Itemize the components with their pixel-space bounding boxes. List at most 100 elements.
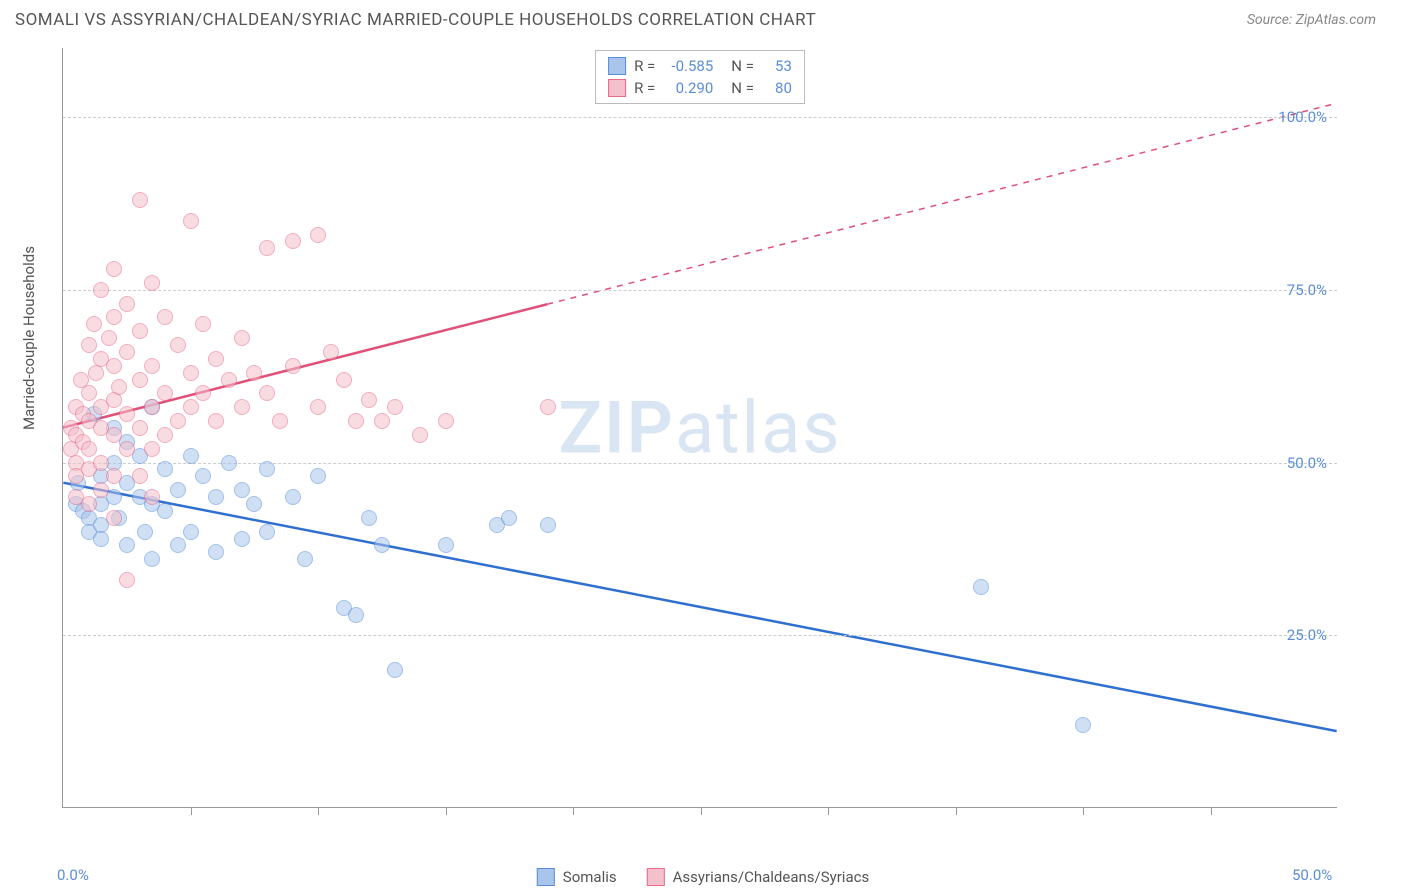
data-point [387, 399, 403, 415]
data-point [88, 365, 104, 381]
data-point [119, 537, 135, 553]
data-point [1075, 717, 1091, 733]
data-point [106, 309, 122, 325]
gridline-horizontal [63, 463, 1337, 464]
data-point [132, 323, 148, 339]
data-point [86, 316, 102, 332]
data-point [170, 337, 186, 353]
x-tick [191, 807, 192, 815]
chart-title: SOMALI VS ASSYRIAN/CHALDEAN/SYRIAC MARRI… [15, 10, 816, 30]
data-point [438, 413, 454, 429]
data-point [336, 372, 352, 388]
n-value: 80 [762, 79, 792, 97]
data-point [374, 537, 390, 553]
data-point [285, 489, 301, 505]
gridline-horizontal [63, 117, 1337, 118]
data-point [157, 503, 173, 519]
data-point [81, 441, 97, 457]
r-label: R = [634, 79, 655, 97]
legend-swatch [608, 57, 626, 75]
data-point [246, 365, 262, 381]
r-label: R = [634, 57, 655, 75]
data-point [137, 524, 153, 540]
legend-swatch [647, 868, 665, 886]
gridline-horizontal [63, 635, 1337, 636]
data-point [246, 496, 262, 512]
data-point [106, 510, 122, 526]
x-tick-label: 0.0% [57, 866, 89, 884]
y-tick-label: 25.0% [1287, 626, 1327, 644]
data-point [106, 358, 122, 374]
r-value: 0.290 [663, 79, 713, 97]
series-legend: Somalis Assyrians/Chaldeans/Syriacs [537, 868, 869, 886]
data-point [973, 579, 989, 595]
data-point [144, 489, 160, 505]
gridline-horizontal [63, 290, 1337, 291]
legend-item: Assyrians/Chaldeans/Syriacs [647, 868, 870, 886]
data-point [132, 372, 148, 388]
data-point [297, 551, 313, 567]
stats-legend: R =-0.585N =53R =0.290N =80 [595, 50, 805, 104]
data-point [183, 213, 199, 229]
stats-legend-row: R =-0.585N =53 [608, 55, 792, 77]
legend-item: Somalis [537, 868, 617, 886]
y-tick-label: 75.0% [1287, 281, 1327, 299]
data-point [412, 427, 428, 443]
data-point [323, 344, 339, 360]
data-point [387, 662, 403, 678]
data-point [170, 537, 186, 553]
trend-line-dashed [547, 103, 1336, 304]
data-point [221, 455, 237, 471]
data-point [361, 510, 377, 526]
data-point [157, 309, 173, 325]
watermark: ZIPatlas [558, 385, 841, 470]
data-point [234, 330, 250, 346]
n-label: N = [731, 57, 754, 75]
x-tick [573, 807, 574, 815]
data-point [208, 544, 224, 560]
trend-lines [63, 48, 1337, 807]
data-point [195, 385, 211, 401]
data-point [501, 510, 517, 526]
data-point [234, 399, 250, 415]
data-point [93, 531, 109, 547]
data-point [310, 468, 326, 484]
data-point [144, 275, 160, 291]
data-point [310, 399, 326, 415]
data-point [144, 358, 160, 374]
data-point [361, 392, 377, 408]
y-tick-label: 50.0% [1287, 454, 1327, 472]
data-point [111, 379, 127, 395]
data-point [170, 413, 186, 429]
data-point [374, 413, 390, 429]
legend-label: Somalis [563, 868, 617, 886]
data-point [234, 531, 250, 547]
trend-line-solid [63, 483, 1336, 731]
data-point [208, 351, 224, 367]
data-point [119, 406, 135, 422]
data-point [81, 385, 97, 401]
y-axis-label: Married-couple Households [20, 246, 38, 430]
data-point [183, 399, 199, 415]
x-tick [1083, 807, 1084, 815]
data-point [157, 461, 173, 477]
data-point [119, 572, 135, 588]
data-point [144, 441, 160, 457]
data-point [183, 448, 199, 464]
stats-legend-row: R =0.290N =80 [608, 77, 792, 99]
legend-swatch [537, 868, 555, 886]
data-point [348, 607, 364, 623]
data-point [106, 261, 122, 277]
data-point [101, 330, 117, 346]
data-point [259, 385, 275, 401]
data-point [132, 192, 148, 208]
data-point [93, 455, 109, 471]
data-point [234, 482, 250, 498]
data-point [221, 372, 237, 388]
legend-label: Assyrians/Chaldeans/Syriacs [673, 868, 870, 886]
data-point [259, 461, 275, 477]
data-point [106, 468, 122, 484]
x-tick [446, 807, 447, 815]
data-point [285, 358, 301, 374]
data-point [119, 344, 135, 360]
